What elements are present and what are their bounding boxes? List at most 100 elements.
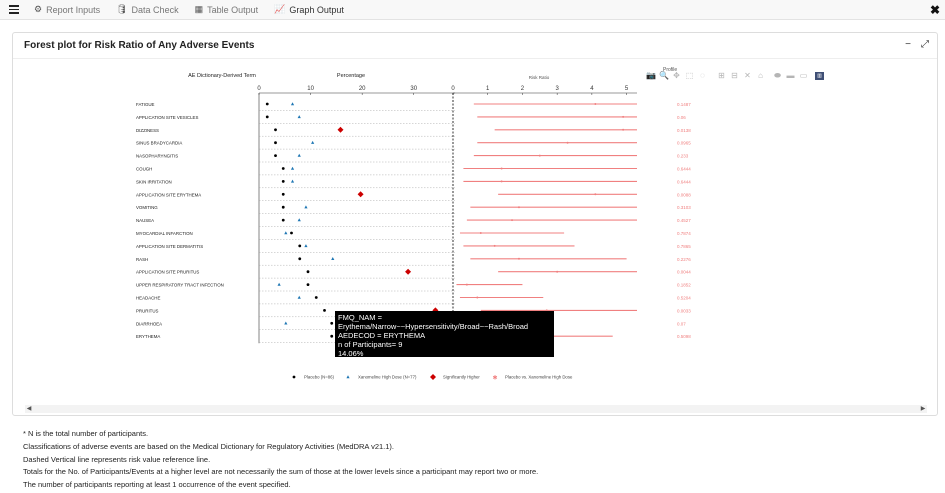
p-value-label: 0.5204 <box>677 296 691 301</box>
placebo-point <box>281 192 285 196</box>
p-value-label: 0.4527 <box>677 218 691 223</box>
tooltip-line: n of Participants= 9 <box>338 340 403 349</box>
box-select-icon[interactable]: ⬚ <box>685 71 694 80</box>
risk-ratio-point <box>545 309 548 312</box>
percentage-tick-label: 20 <box>359 86 366 92</box>
collapse-icon[interactable]: − <box>905 39 911 50</box>
p-value-label: 0.0138 <box>677 128 691 133</box>
term-label: UPPER RESPIRATORY TRACT INFECTION <box>136 283 224 288</box>
plotly-logo-icon[interactable]: ▥ <box>815 71 824 80</box>
tab-label: Report Inputs <box>46 4 101 15</box>
lasso-icon[interactable]: ◌ <box>700 71 705 80</box>
table-icon: ▦ <box>194 4 204 14</box>
p-value-label: 0.07 <box>677 321 686 326</box>
toggle-spike-icon[interactable]: ⬬ <box>774 71 781 80</box>
term-label: VOMITING <box>136 205 158 210</box>
tab-graph-output[interactable]: 📈 Graph Output <box>274 4 344 15</box>
line-chart-icon: 📈 <box>274 4 286 14</box>
risk-ratio-tick-label: 5 <box>625 86 629 92</box>
footnote: The number of participants reporting at … <box>23 480 291 490</box>
term-column-header: AE Dictionary-Derived Term <box>188 73 256 79</box>
p-value-label: 0.06 <box>677 115 686 120</box>
hover-tooltip: FMQ_NAM = Erythema/Narrow~~Hypersensitiv… <box>335 311 554 367</box>
autoscale-icon[interactable]: ✕ <box>744 71 751 80</box>
legend-label: Significantly Higher <box>443 375 480 380</box>
p-value-label: 0.0088 <box>677 192 691 197</box>
significantly-higher-point <box>405 268 412 275</box>
gears-icon: ⚙ <box>34 4 43 14</box>
percentage-column-header: Percentage <box>337 73 365 79</box>
p-value-label: 0.6444 <box>677 167 691 172</box>
box-header: Forest plot for Risk Ratio of Any Advers… <box>13 33 937 59</box>
zoom-icon[interactable]: 🔍 <box>659 71 669 80</box>
risk-ratio-tick-label: 2 <box>521 86 525 92</box>
zoom-in-icon[interactable]: ⊞ <box>718 71 725 80</box>
placebo-point <box>281 205 285 209</box>
risk-ratio-tick-label: 4 <box>590 86 594 92</box>
risk-ratio-point <box>476 296 479 299</box>
risk-ratio-point <box>594 103 597 105</box>
high-dose-point <box>297 218 301 222</box>
p-value-label: 0.1852 <box>677 283 691 288</box>
placebo-point <box>306 283 310 286</box>
term-label: COUGH <box>136 167 152 172</box>
footnote: Totals for the No. of Participants/Event… <box>23 467 539 477</box>
risk-ratio-point <box>517 206 520 209</box>
legend-label: Placebo vs. Xanomeline High Dose <box>505 375 573 380</box>
tab-label: Data Check <box>131 4 179 15</box>
horizontal-scrollbar[interactable]: ◀ ▶ <box>25 405 927 413</box>
hover-compare-icon[interactable]: ▭ <box>799 71 808 80</box>
risk-ratio-tick-label: 0 <box>451 86 455 92</box>
tooltip-line: Placebo <box>338 358 366 367</box>
p-value-label: 0.0044 <box>677 270 691 275</box>
p-value-label: 0.233 <box>677 154 689 159</box>
tab-report-inputs[interactable]: ⚙ Report Inputs <box>34 4 100 15</box>
tab-data-check[interactable]: 🛢 Data Check <box>116 4 178 15</box>
tab-table-output[interactable]: ▦ Table Output <box>195 4 259 15</box>
camera-icon[interactable]: 📷 <box>646 71 656 80</box>
scroll-left-icon[interactable]: ◀ <box>26 406 32 412</box>
term-label: SINUS BRADYCARDIA <box>136 141 182 146</box>
high-dose-point <box>297 153 301 157</box>
risk-ratio-point <box>511 219 514 222</box>
percentage-tick-label: 30 <box>410 86 417 92</box>
p-value-label: 0.7865 <box>677 244 691 249</box>
term-label: MYOCARDIAL INFARCTION <box>136 231 193 236</box>
hover-closest-icon[interactable]: ▬ <box>786 71 795 80</box>
close-icon[interactable]: ✖ <box>929 3 940 17</box>
p-value-label: 0.1487 <box>677 102 691 107</box>
hamburger-menu-icon[interactable] <box>9 5 19 14</box>
pan-icon[interactable]: ✥ <box>673 71 680 80</box>
legend-marker-high-dose <box>346 375 350 379</box>
placebo-point <box>265 115 269 119</box>
expand-icon[interactable]: ⤢ <box>921 39 929 50</box>
risk-ratio-tick-label: 3 <box>555 86 559 92</box>
placebo-point <box>281 180 285 183</box>
legend-marker-significant <box>430 374 436 380</box>
placebo-point <box>330 321 334 325</box>
zoom-out-icon[interactable]: ⊟ <box>731 71 738 80</box>
risk-ratio-point <box>493 244 496 247</box>
tooltip-line: 14.06% <box>338 349 364 358</box>
risk-ratio-tick-label: 1 <box>486 86 490 92</box>
placebo-point <box>281 218 285 222</box>
placebo-point <box>290 231 293 235</box>
placebo-point <box>265 102 269 106</box>
placebo-point <box>274 154 277 157</box>
reset-axes-icon[interactable]: ⌂ <box>758 71 763 80</box>
tab-label: Graph Output <box>289 4 344 15</box>
p-value-label: 0.7874 <box>677 231 691 236</box>
high-dose-point <box>297 295 301 299</box>
p-value-label: 0.6444 <box>677 179 691 184</box>
term-label: PRURITUS <box>136 308 159 313</box>
significantly-higher-point <box>357 191 364 198</box>
legend-label: Placebo (N=86) <box>304 375 335 380</box>
risk-ratio-point <box>500 167 503 170</box>
risk-ratio-column-header: Risk Ratio <box>529 75 550 80</box>
legend-marker-placebo <box>292 375 296 379</box>
term-label: DIARRHOEA <box>136 321 162 326</box>
scroll-right-icon[interactable]: ▶ <box>920 406 926 412</box>
footnote: Classifications of adverse events are ba… <box>23 441 395 451</box>
footnote: Dashed Vertical line represents risk val… <box>23 454 211 464</box>
term-label: NAUSEA <box>136 218 154 223</box>
